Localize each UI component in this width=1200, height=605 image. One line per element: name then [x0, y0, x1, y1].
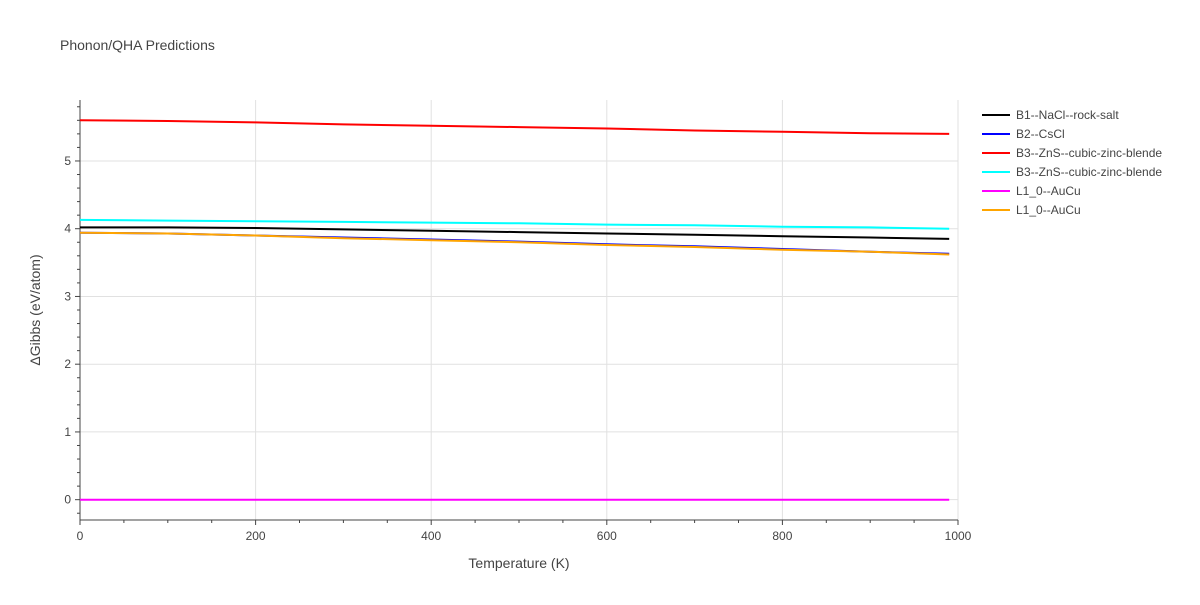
- series-line-5: [79, 231, 950, 256]
- legend-item[interactable]: L1_0--AuCu: [982, 203, 1081, 217]
- legend-label: B3--ZnS--cubic-zinc-blende: [1016, 165, 1162, 179]
- y-tick-label: 1: [64, 425, 71, 439]
- legend-label: L1_0--AuCu: [1016, 203, 1081, 217]
- legend-item[interactable]: B1--NaCl--rock-salt: [982, 108, 1119, 122]
- legend-label: B3--ZnS--cubic-zinc-blende: [1016, 146, 1162, 160]
- chart-title: Phonon/QHA Predictions: [60, 37, 215, 53]
- grid: [80, 100, 959, 520]
- x-tick-label: 1000: [945, 529, 972, 543]
- x-tick-label: 800: [772, 529, 792, 543]
- legend-label: B2--CsCl: [1016, 127, 1065, 141]
- legend: B1--NaCl--rock-salt B2--CsCl B3--ZnS--cubi…: [982, 108, 1162, 217]
- y-axis-title: ΔGibbs (eV/atom): [27, 254, 43, 365]
- y-tick-label: 0: [64, 493, 71, 507]
- legend-label: B1--NaCl--rock-salt: [1016, 108, 1119, 122]
- series-lines: [79, 119, 950, 501]
- legend-label: L1_0--AuCu: [1016, 184, 1081, 198]
- x-tick-label: 600: [597, 529, 617, 543]
- axes: 0 200 400 600 800 1000 0 1 2 3 4 5: [64, 100, 972, 543]
- y-tick-label: 2: [64, 357, 71, 371]
- x-axis-title: Temperature (K): [468, 555, 569, 571]
- legend-item[interactable]: B3--ZnS--cubic-zinc-blende: [982, 146, 1162, 160]
- series-line-0: [80, 226, 950, 240]
- y-tick-label: 4: [64, 222, 71, 236]
- legend-item[interactable]: B3--ZnS--cubic-zinc-blende: [982, 165, 1162, 179]
- legend-item[interactable]: L1_0--AuCu: [982, 184, 1081, 198]
- x-tick-label: 0: [77, 529, 84, 543]
- y-tick-label: 3: [64, 289, 71, 303]
- series-line-2: [79, 119, 950, 135]
- legend-item[interactable]: B2--CsCl: [982, 127, 1065, 141]
- x-tick-label: 200: [246, 529, 266, 543]
- x-tick-label: 400: [421, 529, 441, 543]
- y-tick-label: 5: [64, 154, 71, 168]
- series-line-3: [79, 218, 950, 230]
